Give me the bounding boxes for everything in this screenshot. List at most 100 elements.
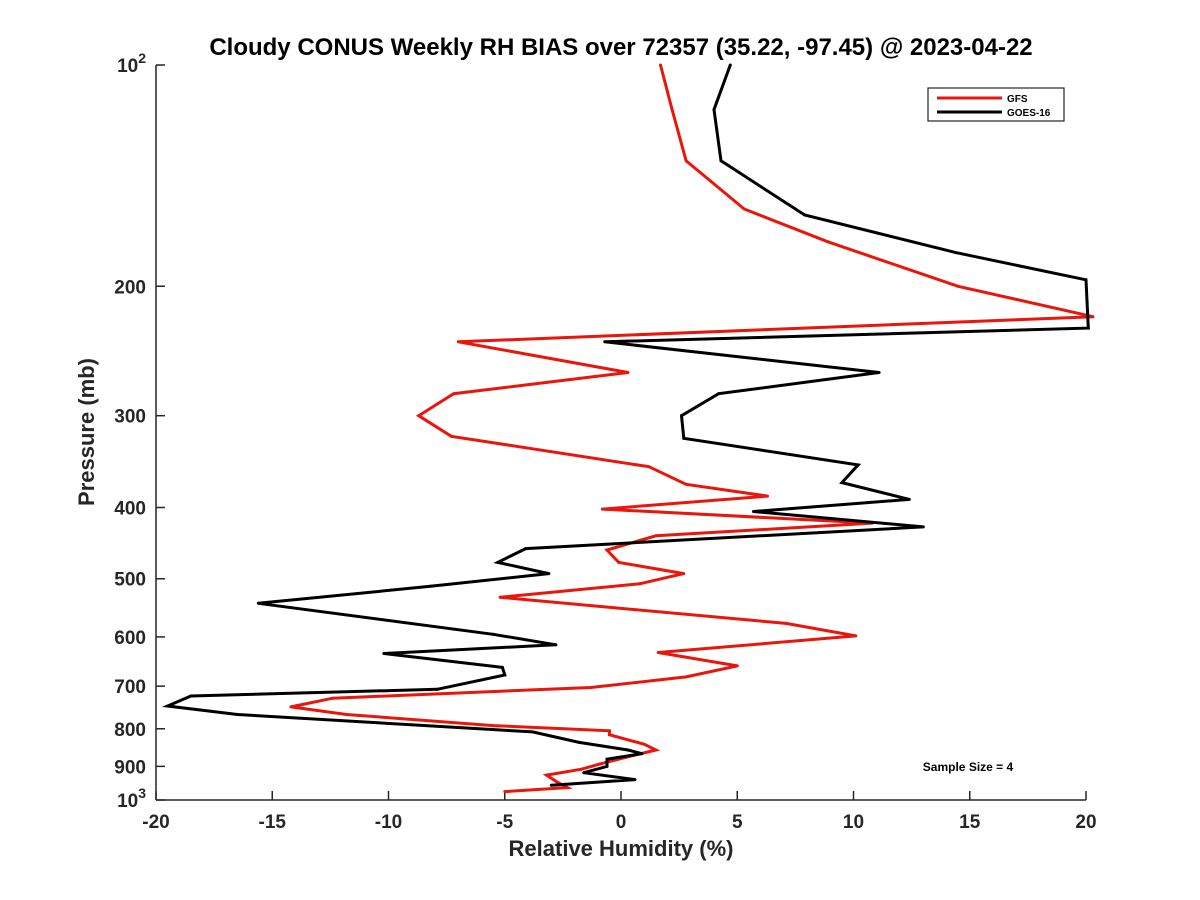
data-point-gfs <box>766 494 769 498</box>
data-point-goes-16 <box>633 778 637 782</box>
plot-area: -20 -15 -10 -5 0 5 10 15 20 10220030040050060070… <box>114 50 1096 833</box>
data-point-gfs <box>449 434 453 438</box>
data-point-gfs <box>956 284 960 288</box>
data-point-goes-16 <box>503 673 507 677</box>
data-point-gfs <box>580 767 583 771</box>
data-point-gfs <box>617 560 621 564</box>
data-point-gfs <box>600 507 604 511</box>
data-point-gfs <box>605 548 609 552</box>
data-point-gfs <box>491 724 495 728</box>
x-axis-ticks: -20 -15 -10 -5 0 5 10 15 20 <box>142 791 1097 833</box>
data-point-gfs <box>826 240 830 244</box>
data-point-goes-16 <box>582 771 586 775</box>
data-point-gfs <box>452 392 456 396</box>
data-point-goes-16 <box>547 572 551 576</box>
data-point-gfs <box>503 790 507 794</box>
data-point-gfs <box>735 664 739 668</box>
data-point-gfs <box>554 779 558 783</box>
y-tick-label: 300 <box>114 407 146 428</box>
x-tick-label: 10 <box>843 812 864 833</box>
y-tick-exponent: 3 <box>138 785 146 801</box>
x-axis-label: Relative Humidity (%) <box>509 836 734 861</box>
data-point-gfs <box>1091 315 1095 319</box>
data-point-goes-16 <box>554 643 558 647</box>
y-tick-label: 102 <box>117 50 146 77</box>
y-tick-label: 200 <box>114 277 146 298</box>
data-point-gfs <box>345 713 349 716</box>
y-tick-label: 500 <box>114 570 146 591</box>
y-tick-base: 10 <box>117 56 138 77</box>
series-line-gfs <box>290 64 1094 794</box>
series-line-goes-16 <box>161 64 1090 787</box>
data-point-goes-16 <box>496 560 500 564</box>
data-point-gfs <box>647 465 651 469</box>
data-point-goes-16 <box>921 525 925 529</box>
data-point-gfs <box>626 371 630 374</box>
data-point-gfs <box>498 595 502 599</box>
x-tick-label: -5 <box>496 812 513 833</box>
y-tick-label: 600 <box>114 628 146 649</box>
data-point-gfs <box>854 634 858 638</box>
data-point-goes-16 <box>640 752 644 756</box>
legend-label-goes-16: GOES-16 <box>1007 108 1051 119</box>
y-tick-label: 900 <box>114 757 146 778</box>
y-tick-label: 700 <box>114 677 146 698</box>
x-tick-label: -10 <box>375 812 402 833</box>
data-point-goes-16 <box>1084 278 1088 282</box>
sample-size-annotation: Sample Size = 4 <box>923 760 1014 774</box>
data-point-goes-16 <box>605 764 609 768</box>
data-point-goes-16 <box>428 584 432 588</box>
data-point-goes-16 <box>712 108 716 112</box>
data-point-goes-16 <box>840 481 844 485</box>
data-point-goes-16 <box>752 510 755 513</box>
y-tick-label: 400 <box>114 499 146 520</box>
data-point-gfs <box>331 696 335 700</box>
data-point-goes-16 <box>603 340 607 344</box>
data-point-gfs <box>642 742 646 746</box>
data-point-gfs <box>684 675 688 679</box>
data-point-gfs <box>607 733 611 737</box>
data-point-goes-16 <box>189 694 193 698</box>
data-point-goes-16 <box>577 740 581 744</box>
data-point-gfs <box>607 729 611 733</box>
data-point-goes-16 <box>382 652 386 655</box>
data-point-goes-16 <box>682 436 686 440</box>
series-layer <box>161 63 1095 794</box>
chart-title: Cloudy CONUS Weekly RH BIAS over 72357 (… <box>209 34 1032 61</box>
data-point-gfs <box>684 159 688 163</box>
legend-box <box>927 87 1065 122</box>
legend-label-gfs: GFS <box>1007 94 1028 105</box>
data-point-goes-16 <box>500 665 504 669</box>
data-point-goes-16 <box>907 497 911 501</box>
data-point-goes-16 <box>626 748 630 752</box>
data-point-goes-16 <box>435 687 439 691</box>
data-point-gfs <box>566 786 569 790</box>
data-point-gfs <box>654 534 658 538</box>
data-point-goes-16 <box>719 159 723 163</box>
x-tick-label: -20 <box>142 812 169 833</box>
data-point-goes-16 <box>680 414 683 418</box>
x-tick-label: 15 <box>959 812 981 833</box>
data-point-goes-16 <box>531 730 535 734</box>
data-point-gfs <box>670 108 674 112</box>
data-point-gfs <box>456 340 460 344</box>
x-tick-label: -15 <box>259 812 287 833</box>
data-point-goes-16 <box>166 704 170 708</box>
data-point-gfs <box>545 773 549 777</box>
data-point-goes-16 <box>1086 326 1090 330</box>
data-point-goes-16 <box>491 632 495 636</box>
data-point-goes-16 <box>728 63 732 67</box>
data-point-goes-16 <box>954 251 958 255</box>
y-tick-label: 800 <box>114 720 146 741</box>
data-point-goes-16 <box>524 547 528 551</box>
data-point-gfs <box>784 621 788 625</box>
data-point-gfs <box>656 651 660 654</box>
y-tick-label: 103 <box>117 785 146 812</box>
data-point-gfs <box>589 686 593 689</box>
data-point-gfs <box>638 582 642 586</box>
data-point-gfs <box>598 762 602 766</box>
data-point-goes-16 <box>717 392 721 396</box>
y-axis-label: Pressure (mb) <box>74 358 99 506</box>
